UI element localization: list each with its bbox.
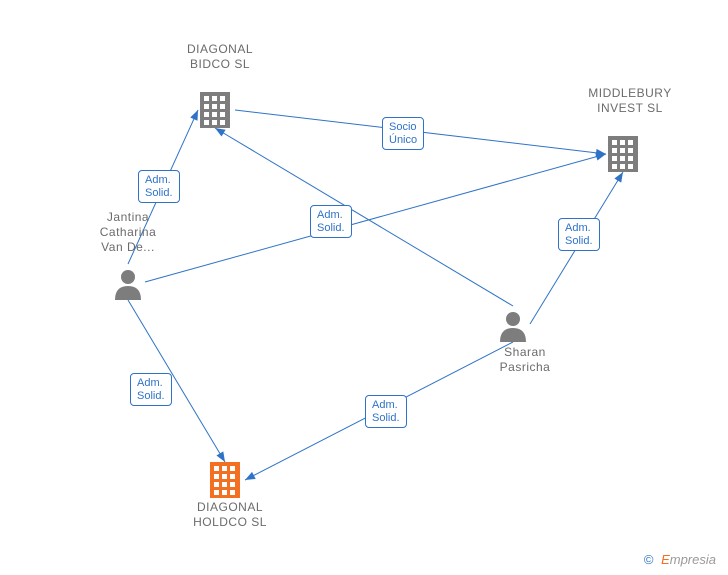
diagonal_holdco-icon: [210, 462, 240, 498]
sharan-label: Sharan Pasricha: [490, 345, 560, 375]
edge-label-diagonal_bidco-middlebury: Socio Único: [382, 117, 424, 150]
jantina-label: Jantina Catharina Van De...: [88, 210, 168, 255]
attribution-brand: Empresia: [661, 552, 716, 567]
attribution: © Empresia: [644, 552, 716, 567]
diagonal_holdco-label: DIAGONAL HOLDCO SL: [185, 500, 275, 530]
edge-label-sharan-middlebury: Adm. Solid.: [558, 218, 600, 251]
diagonal_bidco-icon: [200, 92, 230, 128]
diagonal_bidco-label: DIAGONAL BIDCO SL: [175, 42, 265, 72]
jantina-icon: [115, 270, 141, 300]
copyright-symbol: ©: [644, 552, 654, 567]
edge-sharan-diagonal_bidco: [215, 128, 513, 306]
edge-jantina-middlebury: [145, 153, 606, 282]
edge-label-sharan-diagonal_holdco: Adm. Solid.: [365, 395, 407, 428]
edge-label-jantina-diagonal_holdco: Adm. Solid.: [130, 373, 172, 406]
edge-label-jantina-middlebury: Adm. Solid.: [310, 205, 352, 238]
edge-label-jantina-diagonal_bidco: Adm. Solid.: [138, 170, 180, 203]
middlebury-label: MIDDLEBURY INVEST SL: [580, 86, 680, 116]
sharan-icon: [500, 312, 526, 342]
middlebury-icon: [608, 136, 638, 172]
